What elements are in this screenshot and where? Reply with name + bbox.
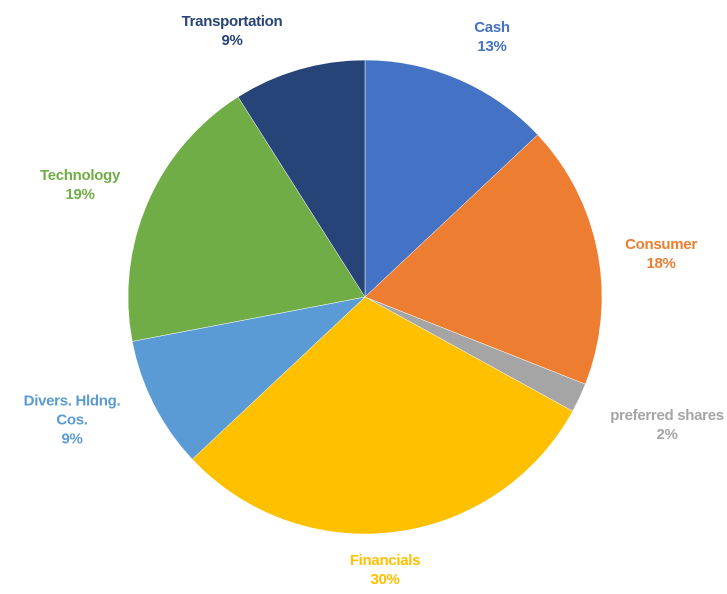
value-label: 13%: [477, 38, 507, 55]
category-label: Transportation: [181, 13, 283, 30]
pie-slice: [127, 96, 366, 342]
value-label: 19%: [65, 186, 95, 203]
slice-label: Cash 13%: [474, 18, 510, 56]
category-label: Cash: [474, 19, 510, 36]
category-label: Consumer: [625, 236, 697, 253]
pie-slice: [131, 296, 366, 460]
slice-label: Technology 19%: [40, 166, 120, 204]
pie-slice: [364, 134, 603, 385]
pie-slice: [191, 296, 574, 535]
value-label: 9%: [221, 32, 243, 49]
pie-slice: [364, 59, 539, 298]
value-label: 2%: [656, 426, 678, 443]
value-label: 18%: [646, 255, 676, 272]
value-label: 9%: [61, 430, 83, 448]
slice-label: Financials 30%: [349, 551, 421, 589]
category-label: Financials: [349, 552, 421, 569]
slice-label: Divers. Hldng. Cos. 9%: [7, 392, 137, 449]
category-label: Technology: [39, 167, 121, 184]
slice-label: Consumer 18%: [625, 235, 697, 273]
slice-label: preferred shares 2%: [610, 406, 724, 444]
value-label: 30%: [370, 571, 400, 588]
category-label: Divers. Hldng. Cos.: [23, 392, 121, 429]
slice-label: Transportation 9%: [182, 12, 283, 50]
pie-slice: [237, 59, 366, 298]
category-label: preferred shares: [610, 407, 724, 424]
